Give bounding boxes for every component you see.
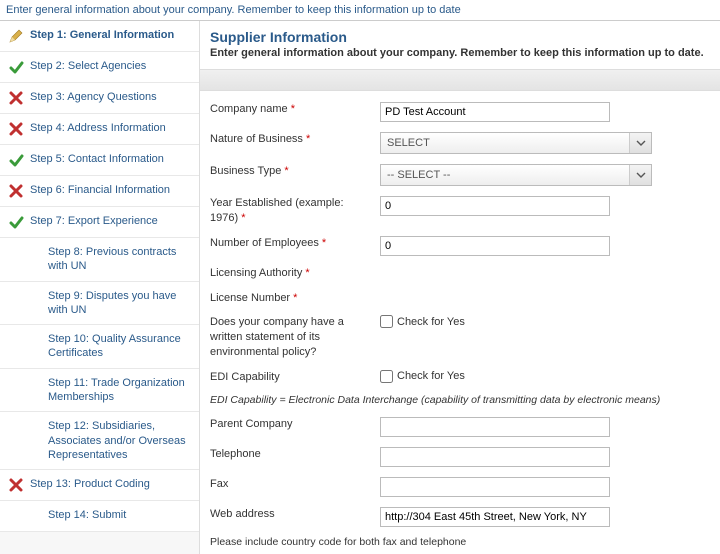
label-year: Year Established (example: 1976) * (210, 196, 380, 226)
step-item-14[interactable]: Step 14: Submit (0, 501, 199, 532)
label-nature: Nature of Business * (210, 132, 380, 147)
step-label: Step 8: Previous contracts with UN (48, 245, 191, 274)
step-item-2[interactable]: Step 2: Select Agencies (0, 52, 199, 83)
cross-icon (8, 477, 24, 493)
checkbox-edi[interactable]: Check for Yes (380, 370, 710, 383)
step-label: Step 5: Contact Information (30, 152, 164, 166)
label-company-name: Company name * (210, 102, 380, 117)
input-company-name[interactable] (380, 102, 610, 122)
step-item-3[interactable]: Step 3: Agency Questions (0, 83, 199, 114)
step-item-8[interactable]: Step 8: Previous contracts with UN (0, 238, 199, 282)
step-item-13[interactable]: Step 13: Product Coding (0, 470, 199, 501)
step-label: Step 11: Trade Organization Memberships (48, 376, 191, 405)
steps-sidebar: Step 1: General Information Step 2: Selec… (0, 21, 200, 554)
step-item-6[interactable]: Step 6: Financial Information (0, 176, 199, 207)
select-nature[interactable]: SELECT (380, 132, 652, 154)
label-env-policy: Does your company have a written stateme… (210, 315, 380, 360)
cross-icon (8, 90, 24, 106)
step-item-4[interactable]: Step 4: Address Information (0, 114, 199, 145)
label-fax: Fax (210, 477, 380, 492)
input-web[interactable] (380, 507, 610, 527)
page-instruction: Enter general information about your com… (0, 0, 720, 20)
step-item-5[interactable]: Step 5: Contact Information (0, 145, 199, 176)
input-parent[interactable] (380, 417, 610, 437)
main-panel: Supplier Information Enter general infor… (200, 21, 720, 554)
chevron-down-icon (629, 133, 651, 153)
step-label: Step 4: Address Information (30, 121, 166, 135)
toolbar-bar (200, 69, 720, 91)
blank-icon (26, 508, 42, 524)
step-item-7[interactable]: Step 7: Export Experience (0, 207, 199, 238)
step-item-1[interactable]: Step 1: General Information (0, 21, 199, 52)
panel-subtitle: Enter general information about your com… (200, 47, 720, 69)
label-edi: EDI Capability (210, 370, 380, 385)
input-year[interactable] (380, 196, 610, 216)
step-label: Step 2: Select Agencies (30, 59, 146, 73)
step-label: Step 3: Agency Questions (30, 90, 157, 104)
check-icon (8, 214, 24, 230)
label-employees: Number of Employees * (210, 236, 380, 251)
step-label: Step 6: Financial Information (30, 183, 170, 197)
label-btype: Business Type * (210, 164, 380, 179)
step-item-12[interactable]: Step 12: Subsidiaries, Associates and/or… (0, 412, 199, 470)
step-label: Step 7: Export Experience (30, 214, 158, 228)
cross-icon (8, 121, 24, 137)
blank-icon (26, 376, 42, 392)
main-container: Step 1: General Information Step 2: Selec… (0, 20, 720, 554)
step-label: Step 9: Disputes you have with UN (48, 289, 191, 318)
pencil-icon (8, 28, 24, 44)
step-label: Step 12: Subsidiaries, Associates and/or… (48, 419, 191, 462)
label-lic-auth: Licensing Authority * (210, 266, 380, 281)
step-label: Step 1: General Information (30, 28, 174, 42)
label-parent: Parent Company (210, 417, 380, 432)
label-telephone: Telephone (210, 447, 380, 462)
step-label: Step 13: Product Coding (30, 477, 150, 491)
input-employees[interactable] (380, 236, 610, 256)
checkbox-env-policy[interactable]: Check for Yes (380, 315, 710, 328)
step-label: Step 10: Quality Assurance Certificates (48, 332, 191, 361)
form-area: Company name * Nature of Business * SELE… (200, 91, 720, 554)
label-lic-num: License Number * (210, 291, 380, 306)
step-label: Step 14: Submit (48, 508, 126, 522)
panel-title: Supplier Information (200, 21, 720, 47)
label-web: Web address (210, 507, 380, 522)
check-icon (8, 152, 24, 168)
cross-icon (8, 183, 24, 199)
step-item-11[interactable]: Step 11: Trade Organization Memberships (0, 369, 199, 413)
blank-icon (26, 332, 42, 348)
select-btype[interactable]: -- SELECT -- (380, 164, 652, 186)
checkbox-env-input[interactable] (380, 315, 393, 328)
edi-note: EDI Capability = Electronic Data Interch… (210, 390, 710, 412)
input-telephone[interactable] (380, 447, 610, 467)
blank-icon (26, 289, 42, 305)
checkbox-edi-input[interactable] (380, 370, 393, 383)
chevron-down-icon (629, 165, 651, 185)
step-item-10[interactable]: Step 10: Quality Assurance Certificates (0, 325, 199, 369)
step-item-9[interactable]: Step 9: Disputes you have with UN (0, 282, 199, 326)
check-icon (8, 59, 24, 75)
blank-icon (26, 245, 42, 261)
blank-icon (26, 419, 42, 435)
input-fax[interactable] (380, 477, 610, 497)
